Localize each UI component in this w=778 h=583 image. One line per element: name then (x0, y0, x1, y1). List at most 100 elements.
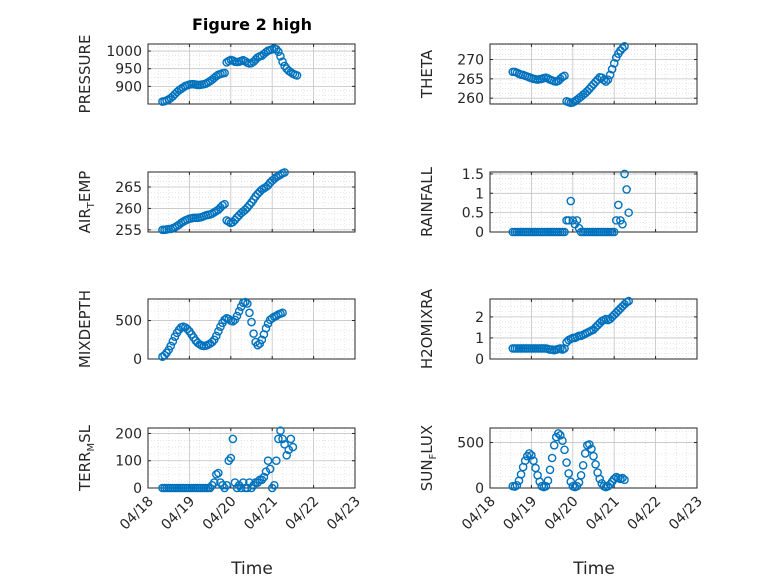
y-tick-label: 255 (115, 223, 142, 239)
data-point (622, 185, 631, 194)
data-point (609, 59, 619, 68)
y-tick-label: 270 (457, 52, 484, 68)
axes-frame (147, 298, 356, 360)
y-axis-label-main: TERR (76, 452, 94, 493)
data-point (280, 440, 289, 449)
x-tick-label: 04/19 (158, 494, 198, 534)
data-point (274, 434, 283, 444)
x-tick-label: 04/23 (324, 494, 364, 534)
y-axis-label: AIRTEMP (76, 171, 97, 234)
data-point (228, 317, 238, 326)
x-tick-label: 04/22 (283, 494, 323, 534)
y-tick-label: 1000 (106, 44, 142, 60)
y-axis-label-rest: SL (76, 424, 94, 443)
y-axis-label: TERRMSL (76, 424, 97, 492)
y-axis-label-subscript: T (86, 201, 97, 209)
y-axis-label: THETA (418, 49, 436, 99)
data-point (212, 331, 221, 341)
data-point (286, 434, 296, 444)
y-axis-label-main: RAINFALL (418, 166, 436, 237)
y-axis-label-main: AIR (76, 208, 94, 233)
y-tick-label: 200 (115, 426, 142, 442)
data-point (168, 337, 178, 346)
data-point (624, 296, 633, 306)
data-point (282, 450, 291, 460)
y-tick-label: 0.5 (462, 206, 484, 222)
data-point (560, 445, 569, 455)
data-point (614, 200, 623, 210)
data-point (618, 219, 627, 229)
data-point (274, 47, 283, 57)
subplot-row4-left: 0 100 200 TERRMSL 04/18 04/19 04/20 04/21 04/22 0… (76, 424, 364, 533)
x-tick-label: 04/22 (625, 494, 665, 534)
y-tick-label: 265 (115, 180, 142, 196)
data-point (238, 478, 248, 487)
y-axis-label-rest: LUX (418, 425, 436, 454)
y-axis-label-main: H2OMIXRA (418, 288, 436, 369)
data-point (272, 44, 281, 54)
subplot-row4-right: 0 500 SUNFLUX 04/18 04/19 04/20 04/21 04/22 04/2… (418, 425, 706, 534)
y-tick-label: 950 (115, 62, 142, 78)
axes-frame (147, 171, 356, 233)
data-point (566, 196, 576, 206)
y-tick-label: 0 (475, 225, 484, 241)
x-axis-label-right: Time (572, 559, 615, 579)
axes-frame (489, 427, 698, 489)
y-tick-label: 2 (475, 310, 484, 326)
y-axis-label: MIXDEPTH (76, 290, 94, 368)
data-point (585, 440, 594, 449)
subplot-row2-left: 255 260 265 AIRTEMP (76, 168, 356, 239)
data-point (609, 227, 619, 237)
data-point (541, 481, 551, 491)
data-point (605, 70, 615, 80)
axes-frame (489, 298, 698, 360)
data-point (595, 474, 605, 484)
y-axis-label-rest: EMP (76, 171, 94, 202)
data-point (263, 456, 273, 466)
y-tick-label: 265 (457, 72, 484, 88)
data-point (549, 440, 559, 450)
data-point (599, 75, 609, 85)
data-point (232, 311, 242, 321)
data-point (261, 323, 271, 333)
y-axis-label-main: SUN (418, 459, 436, 491)
y-tick-label: 0 (133, 352, 142, 368)
data-point (593, 75, 602, 84)
data-point (272, 456, 281, 466)
y-axis-label-subscript: M (86, 443, 97, 452)
data-point (545, 465, 555, 475)
axes-frame (147, 43, 356, 105)
data-point (564, 216, 573, 225)
y-tick-label: 0 (475, 352, 484, 368)
data-point (535, 477, 544, 486)
data-point (259, 472, 269, 482)
data-point (510, 482, 520, 491)
data-point (562, 458, 571, 467)
data-point (267, 313, 277, 323)
data-point (265, 464, 275, 474)
y-tick-label: 500 (457, 436, 484, 452)
data-point (207, 337, 217, 347)
y-axis-label: PRESSURE (76, 35, 94, 114)
data-point (245, 200, 254, 210)
data-point (512, 480, 522, 490)
data-point (560, 71, 569, 81)
x-tick-label: 04/20 (542, 494, 582, 534)
y-tick-label: 500 (115, 314, 142, 330)
data-point (222, 480, 231, 490)
data-point (249, 329, 258, 338)
y-tick-label: 0 (133, 481, 142, 497)
x-tick-label: 04/19 (500, 494, 540, 534)
data-point (166, 341, 176, 351)
data-point (607, 64, 617, 74)
y-axis-label-main: THETA (418, 49, 436, 99)
data-point (566, 477, 576, 486)
data-point (209, 478, 219, 487)
data-point (589, 451, 598, 461)
data-point (226, 453, 236, 463)
y-tick-label: 260 (457, 91, 484, 107)
data-point (520, 456, 530, 466)
data-point (527, 450, 536, 460)
data-point (183, 324, 192, 334)
